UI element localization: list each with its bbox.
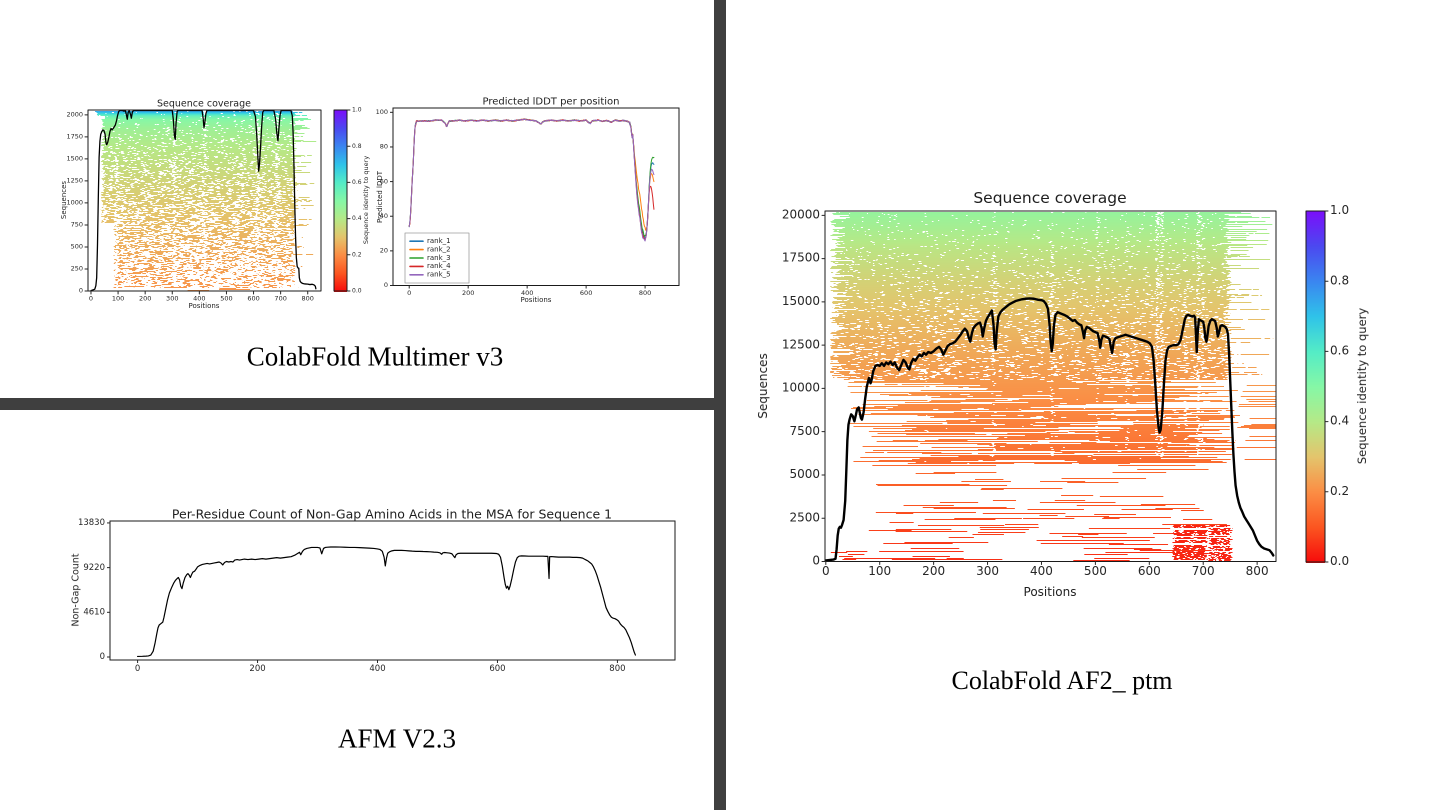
af2ptm-coverage-chart: [750, 185, 1410, 585]
divider-horizontal: [0, 398, 726, 410]
multimer-plddt-title: Predicted lDDT per position: [482, 96, 620, 108]
af2ptm-title: Sequence coverage: [973, 189, 1127, 207]
af2ptm-colorbar-label: Sequence identity to query: [1355, 307, 1369, 465]
multimer-plddt-chart: [370, 95, 690, 300]
multimer-coverage-chart: [60, 95, 390, 315]
multimer-coverage-title: Sequence coverage: [157, 98, 251, 110]
caption-multimer: ColabFold Multimer v3: [246, 341, 504, 372]
multimer-coverage-ylabel: Sequences: [60, 180, 68, 220]
multimer-coverage-xlabel: Positions: [188, 302, 220, 310]
caption-af2ptm: ColabFold AF2_ ptm: [951, 666, 1173, 695]
af2ptm-ylabel: Sequences: [756, 353, 770, 419]
afm-msa-depth-chart: [60, 500, 700, 675]
afm-title: Per-Residue Count of Non-Gap Amino Acids…: [171, 506, 613, 522]
multimer-colorbar-label: Sequence identity to query: [362, 155, 370, 245]
afm-ylabel: Non-Gap Count: [70, 553, 82, 627]
caption-afm: AFM V2.3: [337, 723, 457, 754]
multimer-plddt-ylabel: Predicted lDDT: [376, 170, 384, 224]
af2ptm-xlabel: Positions: [1023, 585, 1077, 599]
multimer-plddt-xlabel: Positions: [520, 296, 552, 304]
